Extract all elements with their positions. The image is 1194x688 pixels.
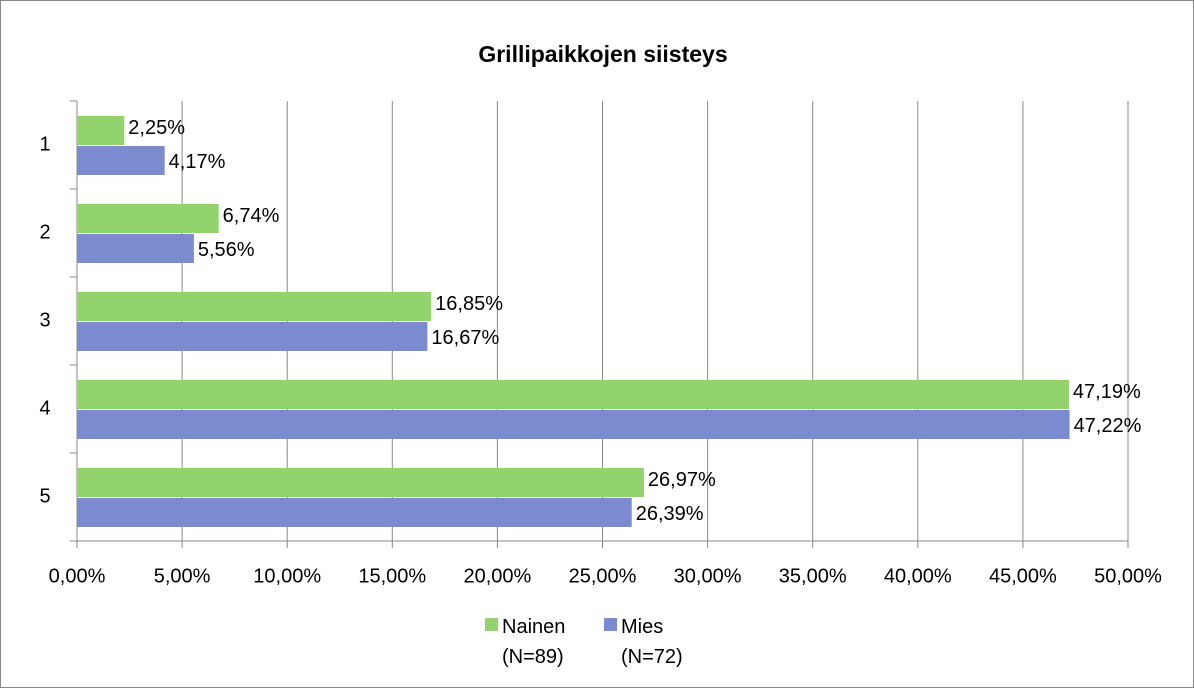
x-tick-label: 35,00%	[779, 565, 847, 587]
legend-swatch	[485, 618, 498, 631]
legend-item: Nainen (N=89)	[485, 612, 590, 672]
legend-swatch	[604, 618, 617, 631]
y-tick-label: 4	[39, 397, 50, 419]
value-label: 26,97%	[648, 469, 716, 491]
x-tick-label: 40,00%	[884, 565, 952, 587]
bar	[77, 116, 125, 145]
x-tick-label: 30,00%	[674, 565, 742, 587]
x-tick-label: 50,00%	[1094, 565, 1162, 587]
value-label: 26,39%	[636, 503, 704, 525]
y-tick-label: 1	[39, 133, 50, 155]
value-label: 16,67%	[431, 327, 499, 349]
bar	[77, 146, 165, 175]
value-label: 2,25%	[128, 117, 185, 139]
bar	[77, 204, 219, 233]
x-tick-label: 0,00%	[49, 565, 106, 587]
legend-label: Mies (N=72)	[621, 616, 683, 668]
bar	[77, 234, 194, 263]
bar	[77, 292, 432, 321]
value-label: 5,56%	[198, 239, 255, 261]
bar	[77, 498, 632, 527]
value-label: 4,17%	[169, 151, 226, 173]
y-tick-label: 2	[39, 221, 50, 243]
x-tick-label: 45,00%	[989, 565, 1057, 587]
x-tick-label: 25,00%	[569, 565, 637, 587]
x-tick-label: 10,00%	[253, 565, 321, 587]
value-label: 6,74%	[223, 205, 280, 227]
y-tick-label: 3	[39, 309, 50, 331]
bar	[77, 380, 1069, 409]
x-tick-label: 15,00%	[358, 565, 426, 587]
x-tick-label: 5,00%	[154, 565, 211, 587]
legend: Nainen (N=89) Mies (N=72)	[0, 612, 1194, 672]
x-tick-label: 20,00%	[463, 565, 531, 587]
chart-title: Grillipaikkojen siisteys	[478, 41, 727, 67]
bar	[77, 410, 1070, 439]
y-tick-label: 5	[39, 485, 50, 507]
legend-item: Mies (N=72)	[604, 612, 709, 672]
value-label: 47,22%	[1074, 415, 1142, 437]
legend-label: Nainen (N=89)	[502, 616, 566, 668]
value-label: 16,85%	[435, 293, 503, 315]
bar	[77, 322, 428, 351]
value-label: 47,19%	[1073, 381, 1141, 403]
bar	[77, 468, 644, 497]
